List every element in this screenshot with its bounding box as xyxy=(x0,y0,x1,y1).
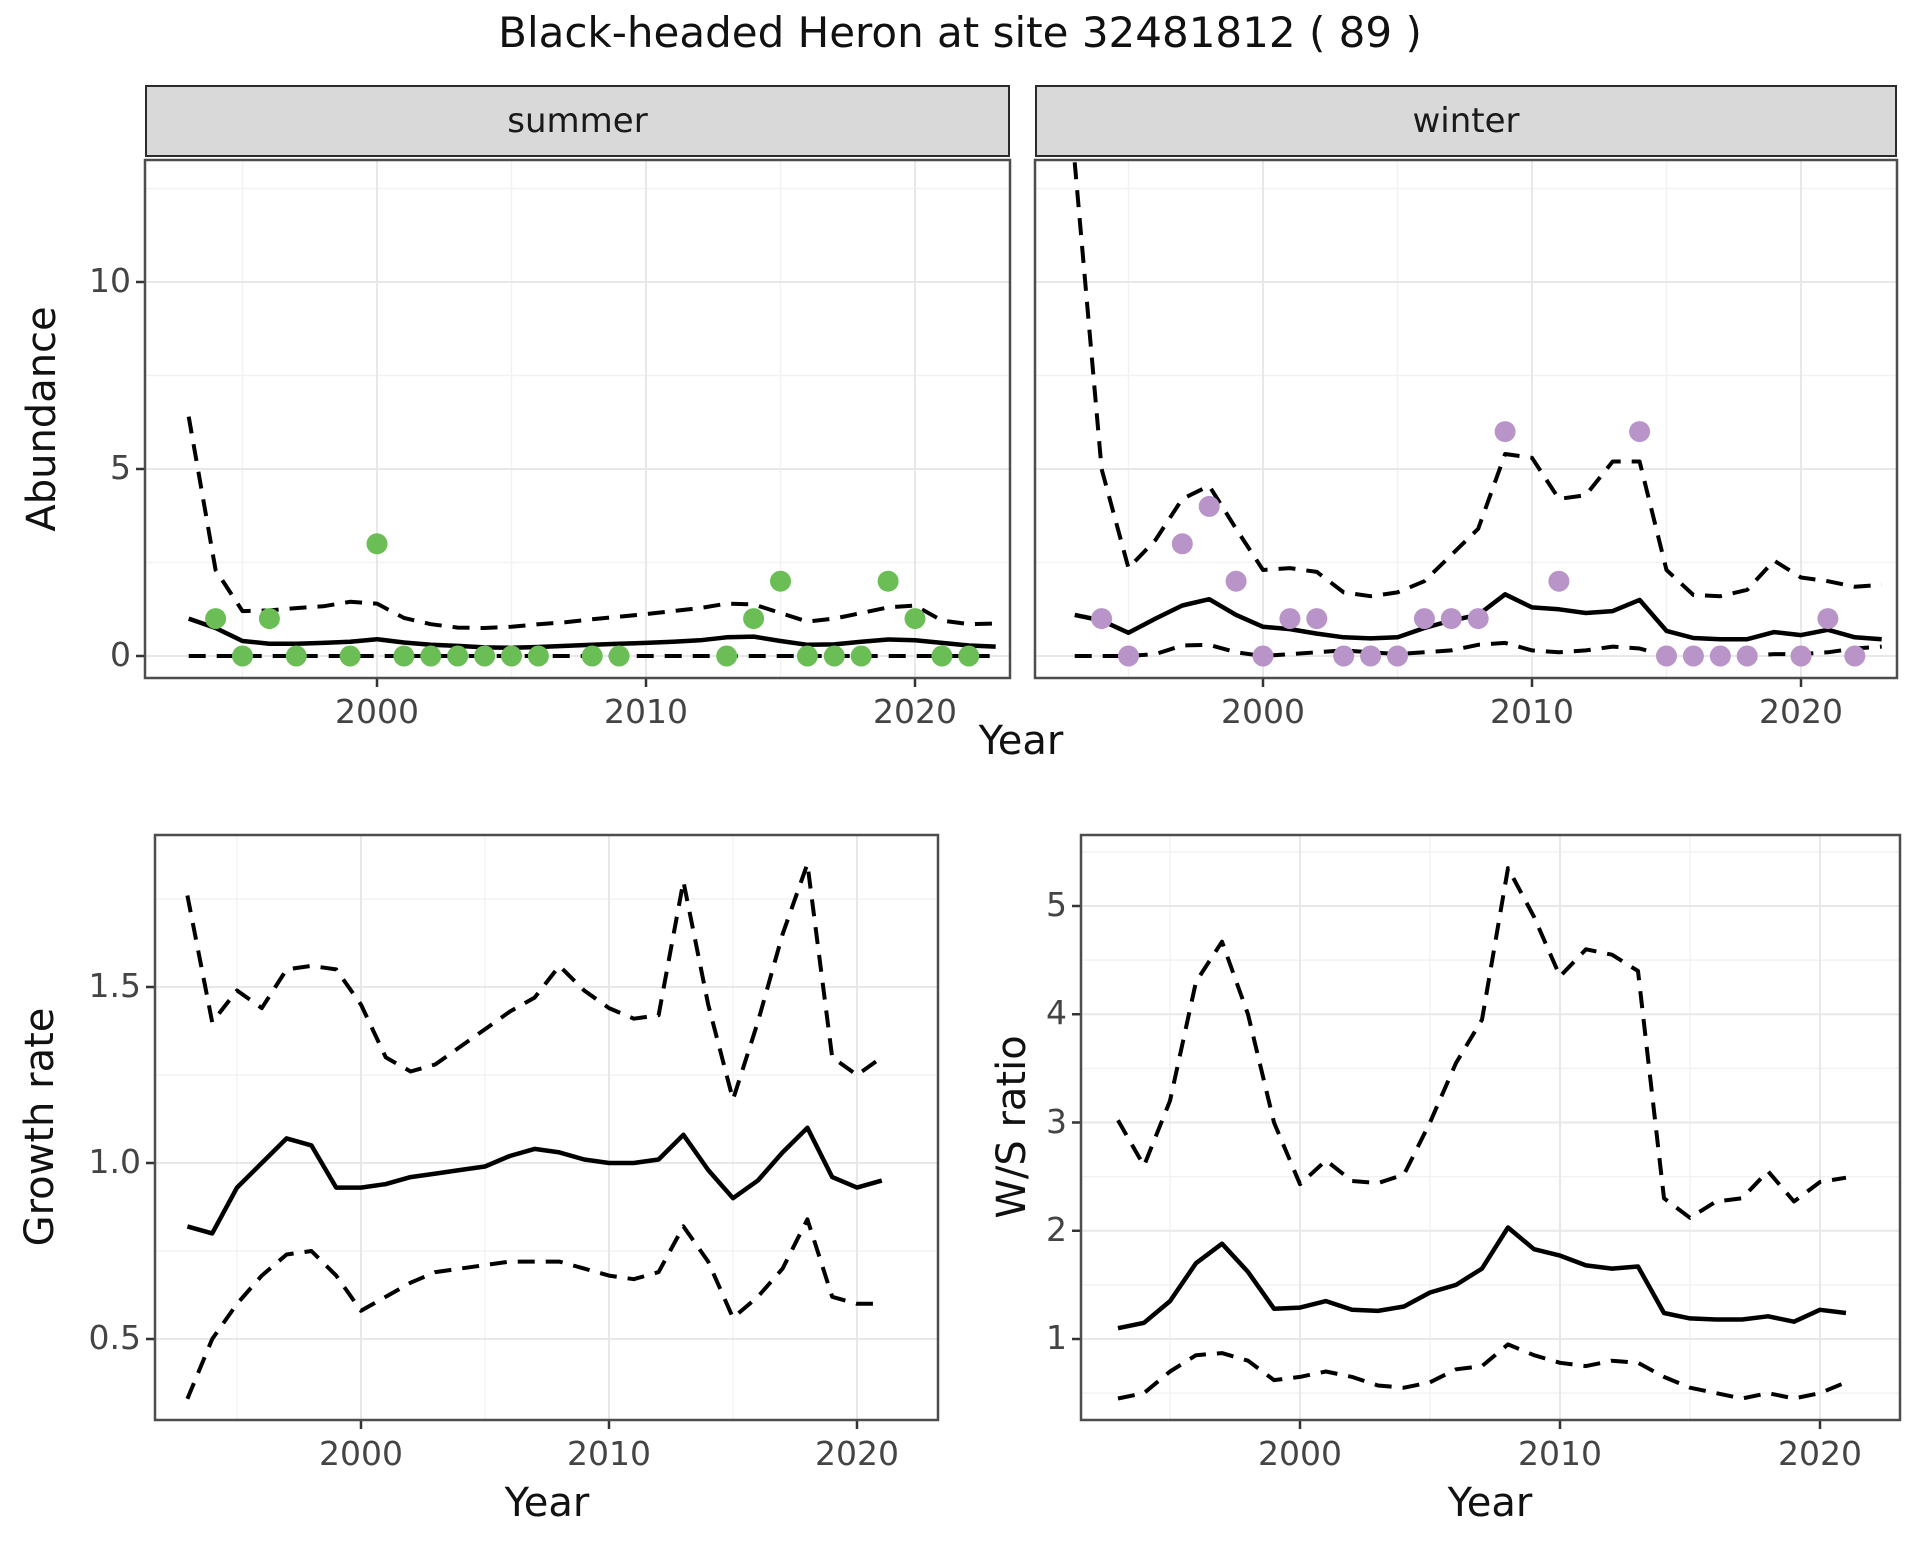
observed-point xyxy=(1413,608,1435,630)
observed-point xyxy=(1440,608,1462,630)
x-tick-label: 2010 xyxy=(567,1434,651,1473)
observed-point xyxy=(1736,645,1758,667)
x-tick-label: 2000 xyxy=(335,692,419,731)
observed-point xyxy=(1171,533,1193,555)
observed-point xyxy=(474,645,496,667)
upper-ci-line xyxy=(1072,162,1882,599)
observed-point xyxy=(1494,421,1516,443)
upper-ci-line xyxy=(186,416,996,630)
lower-ci-line xyxy=(185,1217,882,1400)
x-tick-label: 2020 xyxy=(873,692,957,731)
observed-point xyxy=(608,645,630,667)
observed-point xyxy=(1118,645,1139,667)
observed-point xyxy=(1198,495,1220,517)
observed-point xyxy=(1790,645,1812,667)
y-tick-label: 1.0 xyxy=(88,1141,141,1181)
x-tick-label: 2010 xyxy=(604,692,688,731)
observed-point xyxy=(1360,645,1382,667)
x-tick-label: 2010 xyxy=(1518,1434,1602,1473)
observed-point xyxy=(850,645,872,667)
y-tick-label: 2 xyxy=(1046,1209,1067,1249)
observed-point xyxy=(1387,645,1408,667)
observed-point xyxy=(393,645,415,667)
observed-point xyxy=(232,645,253,667)
observed-point xyxy=(447,645,469,667)
x-tick-label: 2010 xyxy=(1490,692,1574,731)
observed-point xyxy=(1656,645,1677,667)
observed-point xyxy=(527,645,549,667)
observed-point xyxy=(877,570,899,592)
y-tick-label: 5 xyxy=(1046,884,1067,924)
observed-point xyxy=(366,533,388,555)
median-line xyxy=(186,1125,883,1236)
y-tick-label: 4 xyxy=(1046,993,1067,1033)
observed-point xyxy=(743,608,765,630)
y-axis-title-growth-rate: Growth rate xyxy=(17,1007,63,1247)
x-tick-label: 2000 xyxy=(1258,1434,1342,1473)
observed-point xyxy=(1709,645,1731,667)
observed-point xyxy=(339,645,361,667)
x-tick-label: 2020 xyxy=(1759,692,1843,731)
observed-point xyxy=(1225,570,1247,592)
x-axis-title-year-growth: Year xyxy=(504,1480,590,1526)
x-axis-title-year-top: Year xyxy=(978,718,1064,764)
observed-point xyxy=(1091,608,1113,630)
observed-point xyxy=(501,645,522,667)
median-line xyxy=(1117,1225,1847,1331)
panel-border xyxy=(1079,833,1902,1422)
observed-point xyxy=(1548,570,1570,592)
x-tick-label: 2000 xyxy=(319,1434,403,1473)
facet-label-winter: winter xyxy=(1412,101,1520,141)
observed-point xyxy=(1817,608,1839,630)
observed-point xyxy=(796,645,818,667)
x-tick-label: 2000 xyxy=(1221,692,1305,731)
observed-point xyxy=(1306,608,1328,630)
upper-ci-line xyxy=(1116,866,1847,1220)
observed-point xyxy=(1252,645,1274,667)
y-tick-label: 1 xyxy=(1046,1317,1067,1357)
facet-strip-winter: winter xyxy=(1035,85,1897,157)
observed-point xyxy=(770,570,791,592)
observed-point xyxy=(823,645,845,667)
observed-point xyxy=(1682,645,1704,667)
panel-border xyxy=(143,158,1012,680)
median-line xyxy=(187,616,996,651)
observed-point xyxy=(205,608,227,630)
observed-point xyxy=(1844,645,1866,667)
observed-point xyxy=(716,645,738,667)
y-tick-label: 0.5 xyxy=(88,1317,141,1357)
upper-ci-line xyxy=(185,861,883,1102)
lower-ci-line xyxy=(1074,640,1882,658)
figure-title: Black-headed Heron at site 32481812 ( 89… xyxy=(498,8,1422,57)
facet-strip-summer: summer xyxy=(145,85,1010,157)
observed-point xyxy=(904,608,926,630)
facet-label-summer: summer xyxy=(507,101,648,141)
observed-point xyxy=(958,645,980,667)
y-tick-label: 3 xyxy=(1046,1101,1067,1141)
y-tick-label: 5 xyxy=(110,447,131,487)
y-tick-label: 10 xyxy=(89,260,131,300)
observed-point xyxy=(931,645,953,667)
observed-point xyxy=(420,645,442,667)
observed-point xyxy=(1279,608,1301,630)
observed-point xyxy=(285,645,307,667)
observed-point xyxy=(1467,608,1489,630)
observed-point xyxy=(581,645,603,667)
y-tick-label: 0 xyxy=(110,634,131,674)
y-axis-title-ws-ratio: W/S ratio xyxy=(989,1035,1035,1219)
lower-ci-line xyxy=(1117,1342,1847,1401)
x-tick-label: 2020 xyxy=(815,1434,899,1473)
observed-point xyxy=(1333,645,1355,667)
x-tick-label: 2020 xyxy=(1778,1434,1862,1473)
x-axis-title-year-ws: Year xyxy=(1447,1480,1533,1526)
observed-point xyxy=(1629,421,1651,443)
observed-point xyxy=(258,608,280,630)
y-axis-title-abundance: Abundance xyxy=(19,306,65,532)
panel-border xyxy=(1033,158,1899,680)
panel-border xyxy=(153,833,940,1422)
y-tick-label: 1.5 xyxy=(88,965,141,1005)
